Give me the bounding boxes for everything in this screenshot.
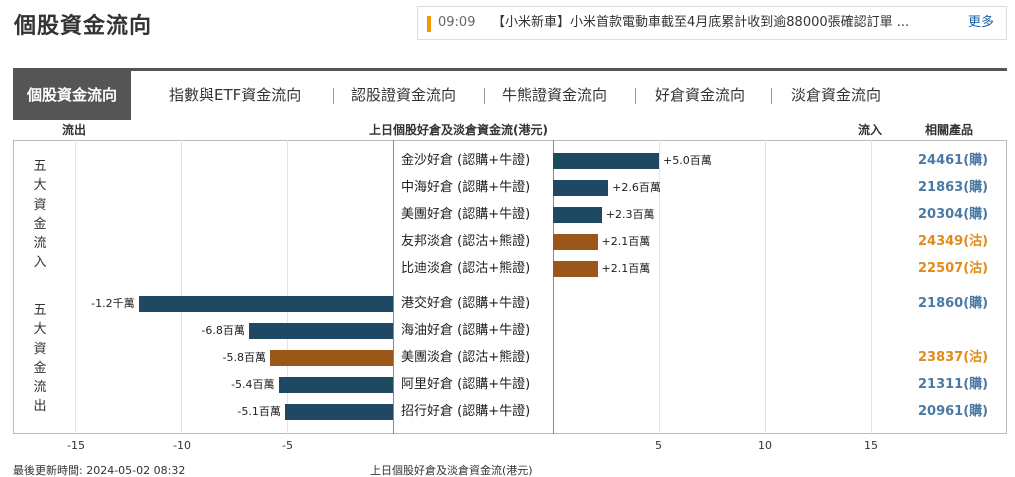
stock-label[interactable]: 招行好倉 (認購+牛證) <box>401 404 531 419</box>
gridline <box>75 140 76 434</box>
flow-bar <box>553 180 609 196</box>
bar-value-label: +2.6百萬 <box>612 181 661 194</box>
stock-label[interactable]: 金沙好倉 (認購+牛證) <box>401 153 531 168</box>
tab-short-flow[interactable]: 淡倉資金流向 <box>791 86 882 104</box>
x-tick-label: -15 <box>67 439 85 452</box>
page-title: 個股資金流向 <box>14 14 153 39</box>
tab-separator <box>771 88 772 104</box>
gridline <box>181 140 182 434</box>
tab-stock-flow[interactable]: 個股資金流向 <box>13 71 132 120</box>
flow-bar <box>553 261 598 277</box>
stock-label[interactable]: 港交好倉 (認購+牛證) <box>401 296 531 311</box>
flow-bar <box>553 207 602 223</box>
x-tick-label: 15 <box>864 439 878 452</box>
related-product-link[interactable]: 21863(購) <box>918 180 989 195</box>
bar-value-label: -6.8百萬 <box>201 324 245 337</box>
ticker-headline[interactable]: 【小米新車】小米首款電動車截至4月底累計收到逾88000張確認訂單 ... <box>492 15 910 30</box>
gridline <box>659 140 660 434</box>
related-product-link[interactable]: 23837(沽) <box>918 350 989 365</box>
label-column-right-border <box>553 140 554 434</box>
flow-bar <box>553 153 659 169</box>
outflow-group-label: 五大資金流出 <box>33 303 47 415</box>
bar-value-label: -5.4百萬 <box>231 378 275 391</box>
stock-label[interactable]: 阿里好倉 (認購+牛證) <box>401 377 531 392</box>
related-product-link[interactable]: 20304(購) <box>918 207 989 222</box>
related-products-header: 相關產品 <box>925 123 974 137</box>
bar-value-label: -5.8百萬 <box>222 351 267 364</box>
flow-bar <box>284 404 393 420</box>
label-column-left-border <box>393 140 394 434</box>
related-product-link[interactable]: 21311(購) <box>918 377 989 392</box>
ticker-more-link[interactable]: 更多 <box>968 15 995 30</box>
outflow-header: 流出 <box>62 123 87 137</box>
stock-label[interactable]: 海油好倉 (認購+牛證) <box>401 323 531 338</box>
x-tick-label: -5 <box>282 439 293 452</box>
ticker-time: 09:09 <box>438 15 476 30</box>
stock-label[interactable]: 美團好倉 (認購+牛證) <box>401 207 531 222</box>
stock-label[interactable]: 美團淡倉 (認沽+熊證) <box>401 350 531 365</box>
chart-frame <box>13 140 1007 434</box>
bar-value-label: +2.3百萬 <box>605 208 655 221</box>
tab-index-etf-flow[interactable]: 指數與ETF資金流向 <box>169 86 302 104</box>
last-updated: 最後更新時間: 2024-05-02 08:32 <box>13 464 186 477</box>
flow-bar <box>270 350 393 366</box>
flow-bar <box>138 296 393 312</box>
gridline <box>287 140 288 434</box>
tab-separator <box>484 88 485 104</box>
related-product-link[interactable]: 22507(沽) <box>918 261 989 276</box>
ticker-accent-bar <box>427 16 431 32</box>
x-tick-label: 10 <box>758 439 772 452</box>
tab-separator <box>333 88 334 104</box>
tab-warrant-flow[interactable]: 認股證資金流向 <box>351 86 457 104</box>
bar-value-label: +2.1百萬 <box>601 262 651 275</box>
bar-value-label: -1.2千萬 <box>91 297 135 310</box>
news-ticker[interactable]: 09:09 【小米新車】小米首款電動車截至4月底累計收到逾88000張確認訂單 … <box>417 6 1007 40</box>
related-product-link[interactable]: 21860(購) <box>918 296 989 311</box>
bar-value-label: +5.0百萬 <box>663 154 712 167</box>
chart-caption: 上日個股好倉及淡倉資金流(港元) <box>370 464 533 477</box>
tab-bar: 個股資金流向 指數與ETF資金流向 認股證資金流向 牛熊證資金流向 好倉資金流向… <box>13 68 1007 120</box>
flow-bar <box>553 234 598 250</box>
gridline <box>871 140 872 434</box>
bar-value-label: +2.1百萬 <box>601 235 651 248</box>
flow-bar <box>248 323 393 339</box>
related-product-link[interactable]: 20961(購) <box>918 404 989 419</box>
tab-separator <box>635 88 636 104</box>
flow-bar <box>278 377 393 393</box>
tab-cbbc-flow[interactable]: 牛熊證資金流向 <box>502 86 608 104</box>
gridline <box>765 140 766 434</box>
related-product-link[interactable]: 24461(購) <box>918 153 989 168</box>
stock-label[interactable]: 友邦淡倉 (認沽+熊證) <box>401 234 531 249</box>
bar-value-label: -5.1百萬 <box>237 405 281 418</box>
x-tick-label: -10 <box>173 439 191 452</box>
chart-header: 上日個股好倉及淡倉資金流(港元) <box>369 123 548 137</box>
tab-long-flow[interactable]: 好倉資金流向 <box>655 86 746 104</box>
inflow-group-label: 五大資金流入 <box>33 159 47 271</box>
stock-label[interactable]: 比迪淡倉 (認沽+熊證) <box>401 261 531 276</box>
inflow-header: 流入 <box>858 123 883 137</box>
stock-label[interactable]: 中海好倉 (認購+牛證) <box>401 180 531 195</box>
x-tick-label: 5 <box>655 439 662 452</box>
related-product-link[interactable]: 24349(沽) <box>918 234 989 249</box>
